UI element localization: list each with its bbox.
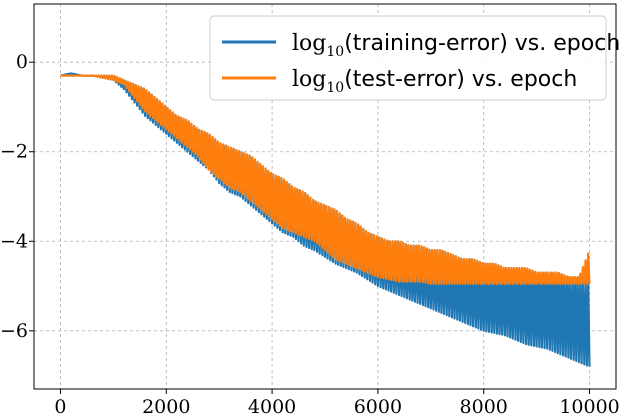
x-tick-label: 2000 [142, 396, 190, 416]
legend-sub-test: 10 [326, 80, 344, 96]
y-axis-ticks: 0 −2 −4 −6 [0, 51, 34, 342]
legend-rest-test: (test-error) vs. epoch [344, 67, 577, 92]
legend-rest-training: (training-error) vs. epoch [344, 31, 620, 56]
x-tick-label: 4000 [248, 396, 296, 416]
legend-math-training: log [292, 31, 326, 56]
x-tick-label: 8000 [460, 396, 508, 416]
y-tick-label: 0 [16, 51, 28, 73]
x-axis-ticks: 0 2000 4000 6000 8000 10000 [54, 389, 620, 416]
y-tick-label: −4 [0, 230, 28, 252]
x-tick-label: 6000 [354, 396, 402, 416]
series-line-test [60, 74, 591, 285]
legend-label-training: log10(training-error) vs. epoch [292, 31, 620, 60]
legend-box [209, 15, 607, 101]
x-tick-label: 10000 [559, 396, 619, 416]
y-tick-label: −2 [0, 141, 28, 163]
x-tick-label: 0 [54, 396, 66, 416]
legend-sub-training: 10 [326, 44, 344, 60]
legend: log10(training-error) vs. epoch log10(te… [209, 15, 620, 101]
legend-label-test: log10(test-error) vs. epoch [292, 67, 577, 96]
plot-frame [33, 3, 617, 390]
y-tick-label: −6 [0, 320, 28, 342]
legend-math-test: log [292, 67, 326, 92]
series-layer [60, 72, 591, 367]
